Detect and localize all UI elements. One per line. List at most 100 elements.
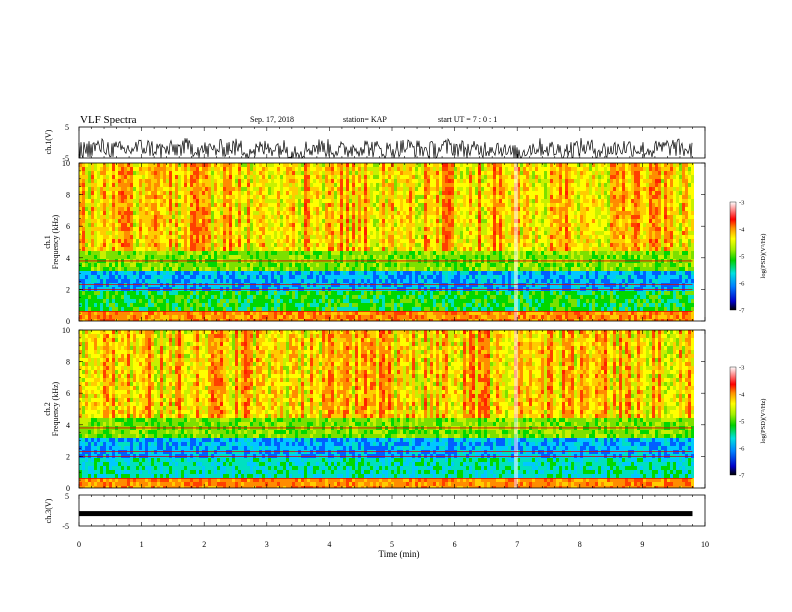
spectrogram-cell [325,275,328,279]
spectrogram-cell [436,275,439,279]
spectrogram-cell [265,179,268,183]
spectrogram-cell [274,311,277,315]
spectrogram-cell [418,183,421,187]
spectrogram-cell [82,247,85,251]
spectrogram-cell [184,235,187,239]
spectrogram-cell [346,235,349,239]
spectrogram-cell [442,299,445,303]
spectrogram-cell [244,223,247,227]
spectrogram-cell [199,235,202,239]
spectrogram-cell [94,255,97,259]
spectrogram-cell [130,319,133,321]
spectrogram-cell [166,227,169,231]
spectrogram-cell [436,279,439,283]
spectrogram-cell [430,163,433,167]
spectrogram-cell [127,275,130,279]
spectrogram-cell [214,207,217,211]
spectrogram-cell [172,191,175,195]
spectrogram-cell [244,219,247,223]
spectrogram-cell [385,319,388,321]
spectrogram-cell [145,187,148,191]
spectrogram-cell [337,183,340,187]
spectrogram-cell [214,307,217,311]
spectrogram-cell [154,195,157,199]
spectrogram-cell [271,183,274,187]
spectrogram-cell [199,315,202,319]
spectrogram-cell [259,319,262,321]
spectrogram-cell [436,315,439,319]
spectrogram-cell [256,227,259,231]
spectrogram-cell [139,227,142,231]
spectrogram-cell [265,167,268,171]
spectrogram-cell [238,247,241,251]
ch1-waveform-line [78,137,693,160]
spectrogram-cell [361,227,364,231]
spectrogram-cell [181,267,184,271]
spectrogram-cell [199,227,202,231]
ch1-waveform-panel: 5 -5 ch.1(V) [44,123,706,163]
spectrogram-cell [118,303,121,307]
spectrogram-cell [202,215,205,219]
spectrogram-cell [223,279,226,283]
spectrogram-cell [265,295,268,299]
spectrogram-cell [292,167,295,171]
spectrogram-cell [349,167,352,171]
spectrogram-cell [208,171,211,175]
spectrogram-cell [166,315,169,319]
spectrogram-cell [388,295,391,299]
spectrogram-cell [193,291,196,295]
spectrogram-cell [349,207,352,211]
spectrogram-cell [253,303,256,307]
spectrogram-cell [355,271,358,275]
spectrogram-cell [301,199,304,203]
spectrogram-cell [349,303,352,307]
spectrogram-cell [229,231,232,235]
spectrogram-cell [172,227,175,231]
spectrogram-cell [442,319,445,321]
spectrogram-cell [160,275,163,279]
spectrogram-cell [370,291,373,295]
spectrogram-cell [415,235,418,239]
spectrogram-cell [103,191,106,195]
spectrogram-cell [412,179,415,183]
spectrogram-cell [442,275,445,279]
spectrogram-cell [130,295,133,299]
spectrogram-cell [226,195,229,199]
spectrogram-cell [262,243,265,247]
spectrogram-cell [349,319,352,321]
spectrogram-cell [343,319,346,321]
spectrogram-cell [277,183,280,187]
spectrogram-cell [400,163,403,167]
spectrogram-cell [163,299,166,303]
spectrogram-cell [196,183,199,187]
spectrogram-cell [256,223,259,227]
spectrogram-cell [169,191,172,195]
spectrogram-cell [142,211,145,215]
spectrogram-cell [154,243,157,247]
spectrogram-cell [427,203,430,207]
spectrogram-cell [409,219,412,223]
spectrogram-cell [367,311,370,315]
spectrogram-cell [406,255,409,259]
spectrogram-cell [220,195,223,199]
spectrogram-cell [331,271,334,275]
spectrogram-cell [313,239,316,243]
spectrogram-cell [274,251,277,255]
spectrogram-cell [307,319,310,321]
spectrogram-cell [79,279,82,283]
spectrogram-cell [391,319,394,321]
spectrogram-cell [268,307,271,311]
spectrogram-cell [256,275,259,279]
spectrogram-cell [295,199,298,203]
spectrogram-cell [112,263,115,267]
spectrogram-cell [313,231,316,235]
spectrogram-cell [337,319,340,321]
spectrogram-cell [247,251,250,255]
spectrogram-cell [118,203,121,207]
spectrogram-cell [349,263,352,267]
spectrogram-cell [277,279,280,283]
spectrogram-cell [298,235,301,239]
spectrogram-cell [439,319,442,321]
spectrogram-cell [100,199,103,203]
spectrogram-cell [244,279,247,283]
